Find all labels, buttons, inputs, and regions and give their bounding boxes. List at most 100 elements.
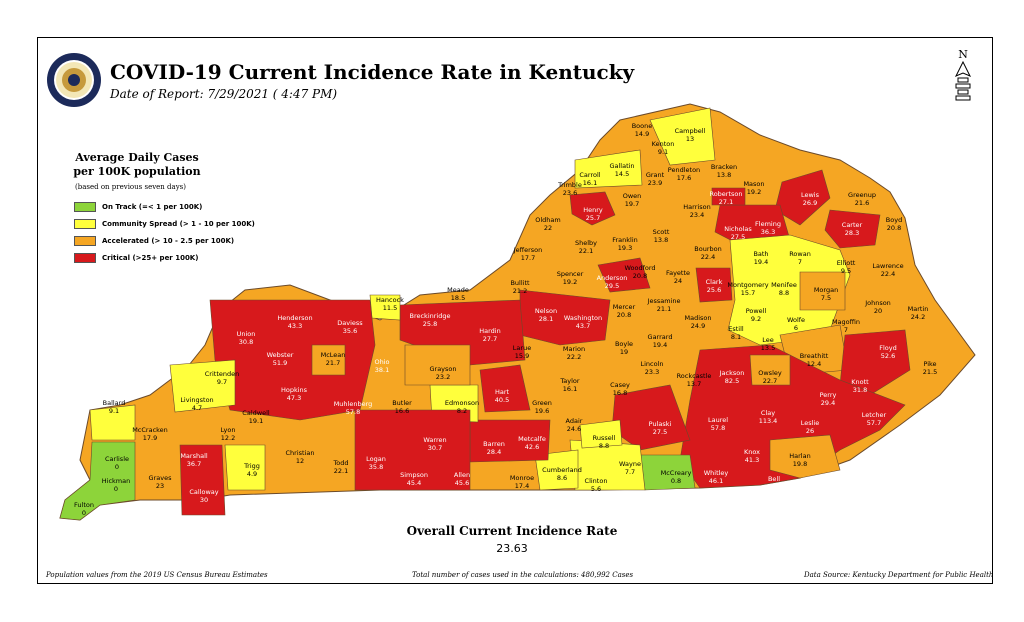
legend-item-community-spread: Community Spread (> 1 - 10 per 100K) xyxy=(74,218,255,229)
county-robertson-area xyxy=(711,187,746,206)
county-value-lee: 13.5 xyxy=(761,344,775,352)
county-name-knox: Knox xyxy=(744,448,760,456)
county-name-mason: Mason xyxy=(743,180,764,188)
county-value-green: 19.6 xyxy=(535,407,549,415)
county-name-calloway: Calloway xyxy=(189,488,218,496)
county-name-laurel: Laurel xyxy=(708,416,728,424)
legend-title: Average Daily Cases per 100K population xyxy=(62,151,212,179)
county-henry-area xyxy=(569,191,616,226)
county-name-rowan: Rowan xyxy=(789,250,811,258)
county-name-magoffin: Magoffin xyxy=(832,318,860,326)
county-name-hart: Hart xyxy=(495,388,510,396)
county-value-trigg: 4.9 xyxy=(247,470,257,478)
county-name-breckinridge: Breckinridge xyxy=(410,312,451,320)
county-value-anderson: 29.5 xyxy=(605,282,619,290)
county-value-ohio: 38.1 xyxy=(375,366,389,374)
county-value-hardin: 27.7 xyxy=(483,335,497,343)
county-value-bullitt: 21.2 xyxy=(513,287,527,295)
county-name-mccreary: McCreary xyxy=(661,469,692,477)
legend-item-on-track: On Track (=< 1 per 100K) xyxy=(74,201,202,212)
county-value-trimble: 23.6 xyxy=(563,189,577,197)
county-name-green: Green xyxy=(532,399,552,407)
county-value-grayson: 23.2 xyxy=(436,373,450,381)
overall-rate-value: 23.63 xyxy=(496,542,528,555)
county-name-graves: Graves xyxy=(149,474,173,482)
county-value-letcher: 57.7 xyxy=(867,419,881,427)
county-name-henry: Henry xyxy=(583,206,603,214)
county-value-larue: 15.9 xyxy=(515,352,529,360)
county-name-hopkins: Hopkins xyxy=(281,386,308,394)
county-name-bath: Bath xyxy=(753,250,768,258)
county-name-gallatin: Gallatin xyxy=(609,162,634,170)
county-value-mccreary: 0.8 xyxy=(671,477,681,485)
county-value-washington: 43.7 xyxy=(576,322,590,330)
legend-swatch-accelerated xyxy=(74,235,96,246)
county-name-anderson: Anderson xyxy=(597,274,628,282)
page-title: COVID-19 Current Incidence Rate in Kentu… xyxy=(110,60,635,84)
county-name-letcher: Letcher xyxy=(862,411,887,419)
county-name-fulton: Fulton xyxy=(74,501,94,509)
county-value-breckinridge: 25.8 xyxy=(423,320,437,328)
county-trigg-area xyxy=(224,444,266,491)
county-value-daviess: 35.6 xyxy=(343,327,357,335)
county-name-breathitt: Breathitt xyxy=(800,352,829,360)
county-value-simpson: 45.4 xyxy=(407,479,421,487)
county-name-rockcastle: Rockcastle xyxy=(677,372,712,380)
county-value-warren: 30.7 xyxy=(428,444,442,452)
county-name-simpson: Simpson xyxy=(400,471,428,479)
county-value-logan: 35.8 xyxy=(369,463,383,471)
county-value-jefferson: 17.7 xyxy=(521,254,535,262)
county-value-robertson: 27.1 xyxy=(719,198,733,206)
county-value-knox: 41.3 xyxy=(745,456,759,464)
county-name-trimble: Trimble xyxy=(557,181,582,189)
county-value-bracken: 13.8 xyxy=(717,171,731,179)
county-value-scott: 13.8 xyxy=(654,236,668,244)
county-value-union: 30.8 xyxy=(239,338,253,346)
county-morgan-area xyxy=(799,271,846,311)
svg-text:N: N xyxy=(958,48,968,61)
county-value-harlan: 19.8 xyxy=(793,460,807,468)
county-value-greenup: 21.6 xyxy=(855,199,869,207)
county-value-franklin: 19.3 xyxy=(618,244,632,252)
county-value-russell: 8.8 xyxy=(599,442,609,450)
county-name-lyon: Lyon xyxy=(221,426,236,434)
county-name-boone: Boone xyxy=(632,122,653,130)
county-value-lawrence: 22.4 xyxy=(881,270,895,278)
county-value-johnson: 20 xyxy=(874,307,882,315)
county-anderson-woodford-area xyxy=(597,257,651,293)
county-value-powell: 9.2 xyxy=(751,315,761,323)
county-value-meade: 18.5 xyxy=(451,294,465,302)
county-name-russell: Russell xyxy=(593,434,616,442)
county-value-webster: 51.9 xyxy=(273,359,287,367)
county-value-barren: 28.4 xyxy=(487,448,501,456)
county-harlan-area xyxy=(769,434,841,479)
county-name-greenup: Greenup xyxy=(848,191,876,199)
map-frame xyxy=(37,37,993,584)
county-name-jackson: Jackson xyxy=(719,369,745,377)
overall-rate-label: Overall Current Incidence Rate xyxy=(406,524,618,538)
county-name-jessamine: Jessamine xyxy=(647,297,681,305)
legend-note: (based on previous seven days) xyxy=(75,183,186,191)
county-value-oldham: 22 xyxy=(544,224,552,232)
county-name-harlan: Harlan xyxy=(789,452,810,460)
county-name-kenton: Kenton xyxy=(652,140,675,148)
county-value-fayette: 24 xyxy=(674,277,682,285)
county-name-elliott: Elliott xyxy=(837,259,856,267)
county-value-jackson: 82.5 xyxy=(725,377,739,385)
county-marshall-calloway-area xyxy=(179,444,226,516)
county-value-boyd: 20.8 xyxy=(887,224,901,232)
county-name-leslie: Leslie xyxy=(801,419,820,427)
north-arrow-icon: N xyxy=(954,48,972,101)
county-name-shelby: Shelby xyxy=(575,239,597,247)
county-name-clinton: Clinton xyxy=(585,477,608,485)
county-name-johnson: Johnson xyxy=(864,299,891,307)
county-name-union: Union xyxy=(237,330,256,338)
county-value-leslie: 26 xyxy=(806,427,814,435)
county-value-hopkins: 47.3 xyxy=(287,394,301,402)
county-name-lincoln: Lincoln xyxy=(640,360,663,368)
county-name-mclean: McLean xyxy=(321,351,346,359)
county-value-monroe: 17.4 xyxy=(515,482,529,490)
county-value-morgan: 7.5 xyxy=(821,294,831,302)
county-value-magoffin: 7 xyxy=(844,326,848,334)
footer-data-source: Data Source: Kentucky Department for Pub… xyxy=(804,571,994,579)
